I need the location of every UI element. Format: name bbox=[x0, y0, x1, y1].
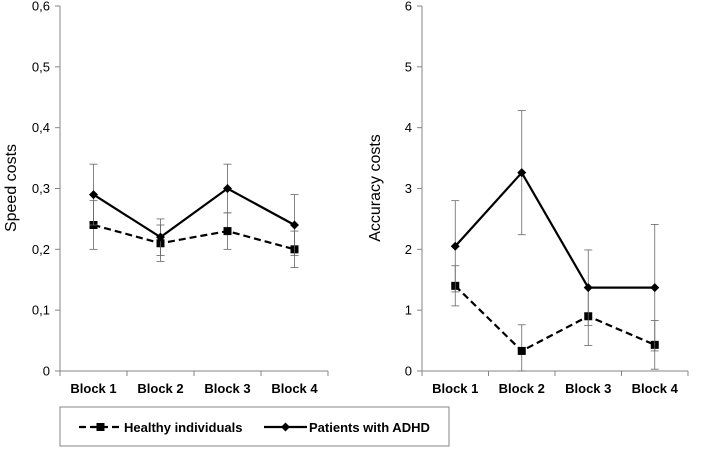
y-tick-label: 4 bbox=[405, 120, 412, 135]
x-tick-label: Block 4 bbox=[632, 381, 679, 396]
legend-box bbox=[59, 406, 450, 447]
legend-label: Patients with ADHD bbox=[309, 420, 430, 435]
y-tick-label: 1 bbox=[405, 303, 412, 318]
y-tick-label: 2 bbox=[405, 242, 412, 257]
data-point-diamond bbox=[223, 184, 232, 193]
series-line bbox=[93, 223, 295, 251]
series-adhd bbox=[89, 163, 299, 256]
x-tick-label: Block 2 bbox=[137, 381, 183, 396]
data-point-diamond bbox=[290, 220, 299, 230]
x-tick-label: Block 2 bbox=[499, 381, 545, 396]
y-tick-label: 0 bbox=[405, 364, 412, 379]
x-tick-label: Block 3 bbox=[565, 381, 611, 396]
legend-label: Healthy individuals bbox=[124, 420, 242, 435]
data-point-diamond bbox=[650, 283, 660, 293]
y-tick-label: 6 bbox=[405, 0, 412, 14]
x-tick-label: Block 1 bbox=[70, 381, 116, 396]
series-line bbox=[92, 187, 296, 239]
legend-item-1: Healthy individuals bbox=[79, 420, 242, 435]
y-tick-label: 0,6 bbox=[32, 0, 50, 14]
legend-marker-diamond bbox=[281, 422, 290, 432]
legend-marker-square bbox=[96, 423, 105, 431]
series-healthy bbox=[451, 265, 659, 372]
y-tick-label: 0,3 bbox=[32, 181, 50, 196]
data-point-square bbox=[223, 227, 232, 236]
data-point-diamond bbox=[450, 241, 460, 251]
y-tick-label: 0,5 bbox=[32, 59, 50, 74]
y-tick-label: 0,4 bbox=[32, 120, 50, 135]
series-adhd bbox=[450, 110, 660, 352]
y-tick-label: 3 bbox=[405, 181, 412, 196]
series-line bbox=[454, 170, 655, 289]
data-point-diamond bbox=[517, 168, 527, 178]
data-point-square bbox=[517, 346, 526, 355]
series-line bbox=[454, 285, 656, 353]
y-tick-label: 0,2 bbox=[32, 242, 50, 257]
y-tick-label: 0,1 bbox=[32, 303, 50, 318]
y-tick-label: 5 bbox=[405, 59, 412, 74]
legend-item-2: Patients with ADHD bbox=[264, 420, 430, 435]
x-tick-label: Block 1 bbox=[432, 381, 478, 396]
chart-panel-2: 0 1 2 3 4 5 6 Block 1 Block 2 Block 3 Block 4 Accur… bbox=[367, 0, 689, 396]
y-axis-label: Accuracy costs bbox=[367, 134, 384, 242]
y-tick-label: 0 bbox=[43, 364, 50, 379]
legend: Healthy individuals Patients with ADHD bbox=[59, 406, 450, 447]
data-point-diamond bbox=[156, 232, 165, 242]
x-tick-label: Block 4 bbox=[271, 381, 318, 396]
chart-panel-1: 0 0,1 0,2 0,3 0,4 0,5 0,6 Block 1 Block 2 Block 3… bbox=[3, 0, 329, 396]
data-point-diamond bbox=[89, 190, 98, 200]
x-tick-label: Block 3 bbox=[204, 381, 250, 396]
data-point-diamond bbox=[583, 283, 593, 293]
y-axis-label: Speed costs bbox=[3, 144, 20, 232]
